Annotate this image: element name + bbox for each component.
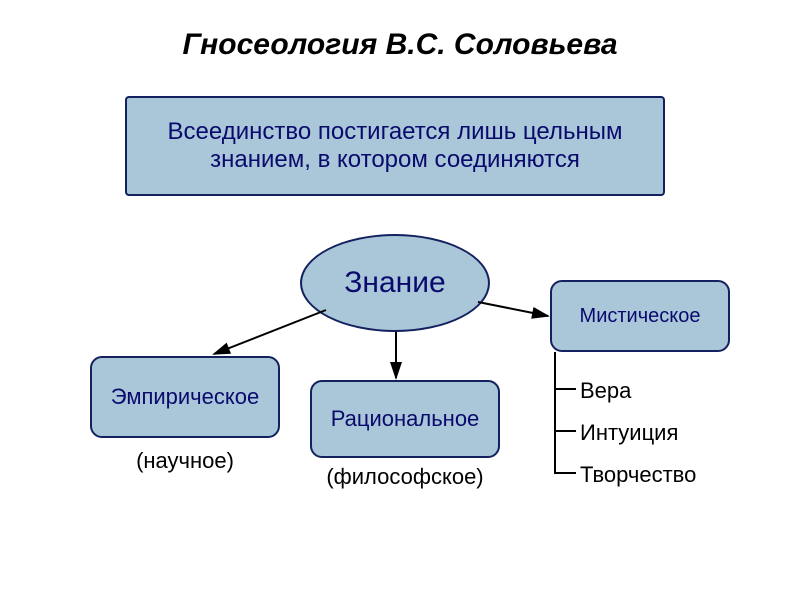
- arrow: [478, 302, 548, 316]
- mystical-branch-tick: [554, 430, 576, 432]
- diagram-stage: { "title": { "text": "Гносеология В.С. С…: [0, 0, 800, 600]
- rational-sublabel-text: (философское): [326, 464, 483, 489]
- title-text: Гносеология В.С. Соловьева: [182, 28, 617, 61]
- top-definition-text: Всеединство постигается лишь цельным зна…: [133, 118, 657, 173]
- rational-text: Рациональное: [331, 406, 480, 431]
- top-definition-box: Всеединство постигается лишь цельным зна…: [125, 96, 665, 196]
- arrow: [214, 310, 326, 354]
- mystical-item: Творчество: [580, 462, 696, 488]
- mystical-item: Интуиция: [580, 420, 678, 446]
- mystical-box: Мистическое: [550, 280, 730, 352]
- mystical-item: Вера: [580, 378, 631, 404]
- mystical-branch-tick: [554, 388, 576, 390]
- mystical-branch-tick: [554, 472, 576, 474]
- empirical-box: Эмпирическое: [90, 356, 280, 438]
- empirical-text: Эмпирическое: [111, 384, 259, 409]
- empirical-sublabel-text: (научное): [136, 448, 234, 473]
- knowledge-ellipse: Знание: [300, 234, 490, 332]
- empirical-sublabel: (научное): [90, 448, 280, 474]
- page-title: Гносеология В.С. Соловьева: [0, 28, 800, 62]
- rational-sublabel: (философское): [310, 464, 500, 490]
- rational-box: Рациональное: [310, 380, 500, 458]
- mystical-vertical-line: [554, 352, 556, 474]
- mystical-text: Мистическое: [580, 305, 701, 328]
- knowledge-text: Знание: [344, 267, 445, 299]
